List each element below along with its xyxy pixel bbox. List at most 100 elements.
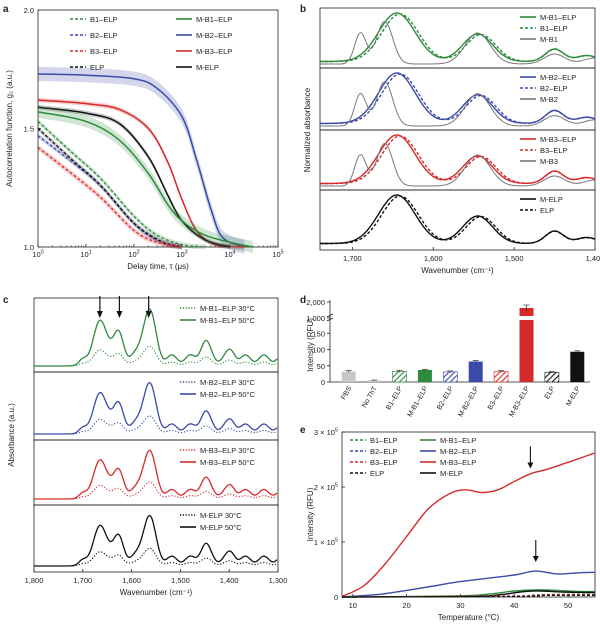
- y-tick-label: 1.5: [24, 125, 34, 134]
- y-axis-title: Intensity (RFU): [306, 318, 315, 372]
- x-tick-label: 1,600: [424, 254, 443, 263]
- x-tick-label: 50: [564, 601, 572, 610]
- y-tick-label: 0: [334, 593, 338, 602]
- bar: [519, 308, 534, 382]
- category-label: M-ELP: [565, 385, 582, 407]
- series-line: [341, 594, 596, 598]
- plot-frame: [341, 431, 596, 598]
- category-label: PBS: [340, 385, 353, 401]
- y-axis-title: Absorbance (a.u.): [7, 403, 16, 467]
- x-tick-label: 1,500: [505, 254, 524, 263]
- x-tick-label: 1,500: [171, 576, 190, 585]
- ir-subpanel-4: M-ELP 30°C M-ELP 50°C: [33, 504, 279, 573]
- category-label: B1–ELP: [385, 385, 404, 411]
- legend-entry-label: M-B3–ELP: [196, 47, 232, 56]
- legend-entry-label: B1–ELP: [370, 436, 398, 445]
- y-tick-label: 150: [312, 329, 325, 338]
- arrow-head: [532, 556, 539, 562]
- ftir-subpanel-4: M-ELP ELP: [319, 189, 596, 251]
- legend-entry-label: M-ELP: [440, 469, 463, 478]
- legend-entry-label: M-ELP: [540, 195, 563, 204]
- peak-arrow-head: [116, 311, 123, 318]
- y-tick-label: 1.0: [24, 243, 34, 252]
- series-band: [38, 106, 253, 253]
- legend-entry-label: ELP: [90, 63, 104, 72]
- x-tick-label: 102: [128, 250, 139, 260]
- x-tick-label: 1,400: [220, 576, 239, 585]
- series-line: [37, 106, 231, 248]
- bar: [392, 370, 407, 383]
- legend-entry-label: M-B3–ELP 50°C: [200, 458, 256, 467]
- panel-a: a 1.0 1.5 2.0 100 101 102 103 104 105 Delay time, …: [3, 4, 284, 271]
- legend-entry-label: M-B1: [540, 35, 558, 44]
- legend-entry-label: B3–ELP: [370, 458, 398, 467]
- ftir-series-line: [319, 20, 596, 65]
- ir-series-line: [34, 345, 278, 367]
- y-tick-label: 2.0: [24, 6, 34, 15]
- ftir-subpanel-2: M-B2–ELP B2–ELP M-B2: [319, 67, 596, 131]
- ir-subpanel-3: M-B3–ELP 30°C M-B3–ELP 50°C: [33, 439, 279, 506]
- legend-entry-label: M-ELP 50°C: [200, 523, 242, 532]
- peak-arrow-head: [145, 311, 152, 318]
- ftir-series-line: [319, 195, 596, 245]
- legend-entry-label: M-B2–ELP: [440, 447, 476, 456]
- panel-label-a: a: [3, 4, 9, 15]
- ir-series-line: [34, 308, 278, 367]
- ftir-series-line: [320, 81, 596, 127]
- x-tick-label: 1,800: [25, 576, 44, 585]
- axis-break: [326, 313, 334, 318]
- category-label: No ThT: [361, 385, 379, 409]
- bar: [570, 351, 585, 382]
- ir-series-line: [34, 381, 278, 435]
- x-tick-label: 104: [224, 250, 235, 260]
- category-label: B2–ELP: [436, 385, 455, 411]
- panel-label-e: e: [300, 425, 306, 436]
- bar: [417, 369, 432, 382]
- y-tick-label: 2 × 105: [314, 483, 338, 493]
- y-axis-title: Autocorrelation function, g₂ (a.u.): [5, 70, 14, 187]
- ftir-series-line: [319, 72, 596, 125]
- series-line: [341, 570, 596, 598]
- ftir-subpanel-3: M-B3–ELP B3–ELP M-B3: [319, 129, 596, 191]
- ir-series-line: [34, 415, 278, 435]
- legend-entry-label: B3–ELP: [90, 47, 118, 56]
- bar: [544, 371, 560, 383]
- series-line: [37, 111, 254, 248]
- bar: [468, 361, 483, 382]
- bar: [493, 371, 509, 383]
- category-label: ELP: [544, 385, 557, 400]
- x-tick-label: 1,700: [73, 576, 92, 585]
- category-label: M-B1–ELP: [407, 385, 430, 418]
- legend-entry-label: M-B2–ELP 50°C: [200, 390, 256, 399]
- category-label: B3–ELP: [487, 385, 506, 411]
- ir-subpanel-2: M-B2–ELP 30°C M-B2–ELP 50°C: [33, 371, 279, 441]
- x-tick-label: 30: [456, 601, 464, 610]
- bar: [341, 371, 356, 382]
- y-tick-label: 3 × 105: [314, 428, 338, 438]
- x-tick-label: 105: [272, 250, 283, 260]
- legend-entry-label: M-B1–ELP 30°C: [200, 304, 256, 313]
- legend-entry-label: M-B1–ELP: [440, 436, 476, 445]
- panel-label-c: c: [3, 295, 9, 306]
- series-line: [37, 73, 245, 248]
- ftir-series-line: [319, 73, 596, 125]
- legend-entry-label: B3–ELP: [540, 146, 568, 155]
- series-line: [37, 128, 183, 248]
- legend-entry-label: M-B2–ELP: [540, 73, 576, 82]
- series-line: [341, 594, 596, 598]
- subpanel-frame: [33, 504, 279, 573]
- ftir-series-line: [319, 13, 596, 63]
- x-tick-label: 10: [349, 601, 357, 610]
- panel-label-d: d: [300, 295, 306, 306]
- y-tick-label: 100: [312, 346, 325, 355]
- legend-entry-label: B2–ELP: [90, 31, 118, 40]
- x-tick-label: 1,700: [343, 254, 362, 263]
- y-tick-label: 2,000: [306, 298, 325, 307]
- legend-entry-label: B1–ELP: [540, 24, 568, 33]
- ir-series-line: [33, 514, 278, 567]
- x-axis-title: Delay time, τ (μs): [127, 262, 189, 271]
- x-axis-title: Temperature (°C): [438, 613, 500, 622]
- ir-series-line: [33, 547, 278, 567]
- x-axis-title: Wavenumber (cm⁻¹): [421, 266, 494, 275]
